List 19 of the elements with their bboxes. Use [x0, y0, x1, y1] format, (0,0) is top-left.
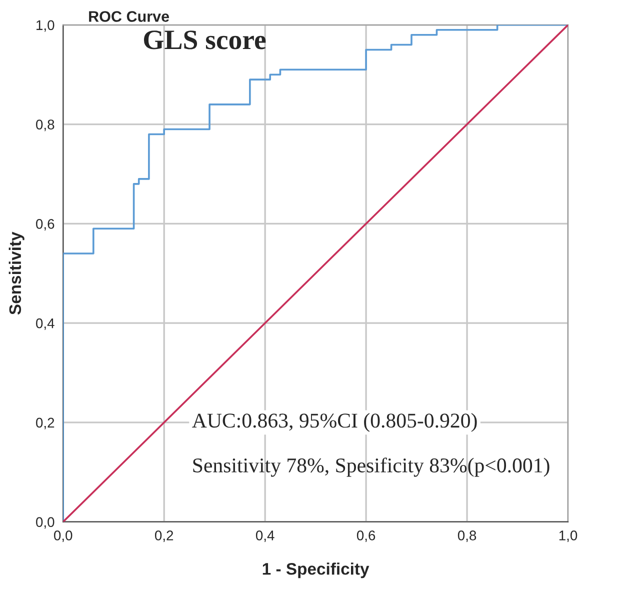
annotation: AUC:0.863, 95%CI (0.805-0.920)	[192, 413, 477, 432]
x-tick-label: 0,4	[256, 530, 274, 542]
y-axis-title: Sensitivity	[8, 232, 24, 315]
x-tick-label: 0,0	[54, 530, 72, 542]
x-tick-label: 0,8	[458, 530, 476, 542]
y-tick-label: 1,0	[36, 20, 54, 32]
x-tick-label: 0,6	[356, 530, 376, 542]
y-tick-label: 0,4	[36, 318, 54, 330]
chart-title: ROC Curve	[89, 11, 170, 22]
line-series	[63, 24, 568, 522]
y-tick-label: 0,0	[36, 517, 54, 529]
annotation: Sensitivity 78%, Spesificity 83%(p<0.001)	[193, 458, 550, 477]
x-tick-label: 1,0	[559, 530, 578, 542]
y-tick-label: 0,6	[36, 219, 54, 230]
y-tick-label: 0,2	[36, 418, 54, 430]
x-axis-title: 1 - Specificity	[262, 562, 370, 578]
x-tick-label: 0,2	[154, 530, 174, 542]
y-tick-label: 0,8	[36, 120, 54, 132]
chart-subtitle: GLS score	[144, 30, 266, 50]
